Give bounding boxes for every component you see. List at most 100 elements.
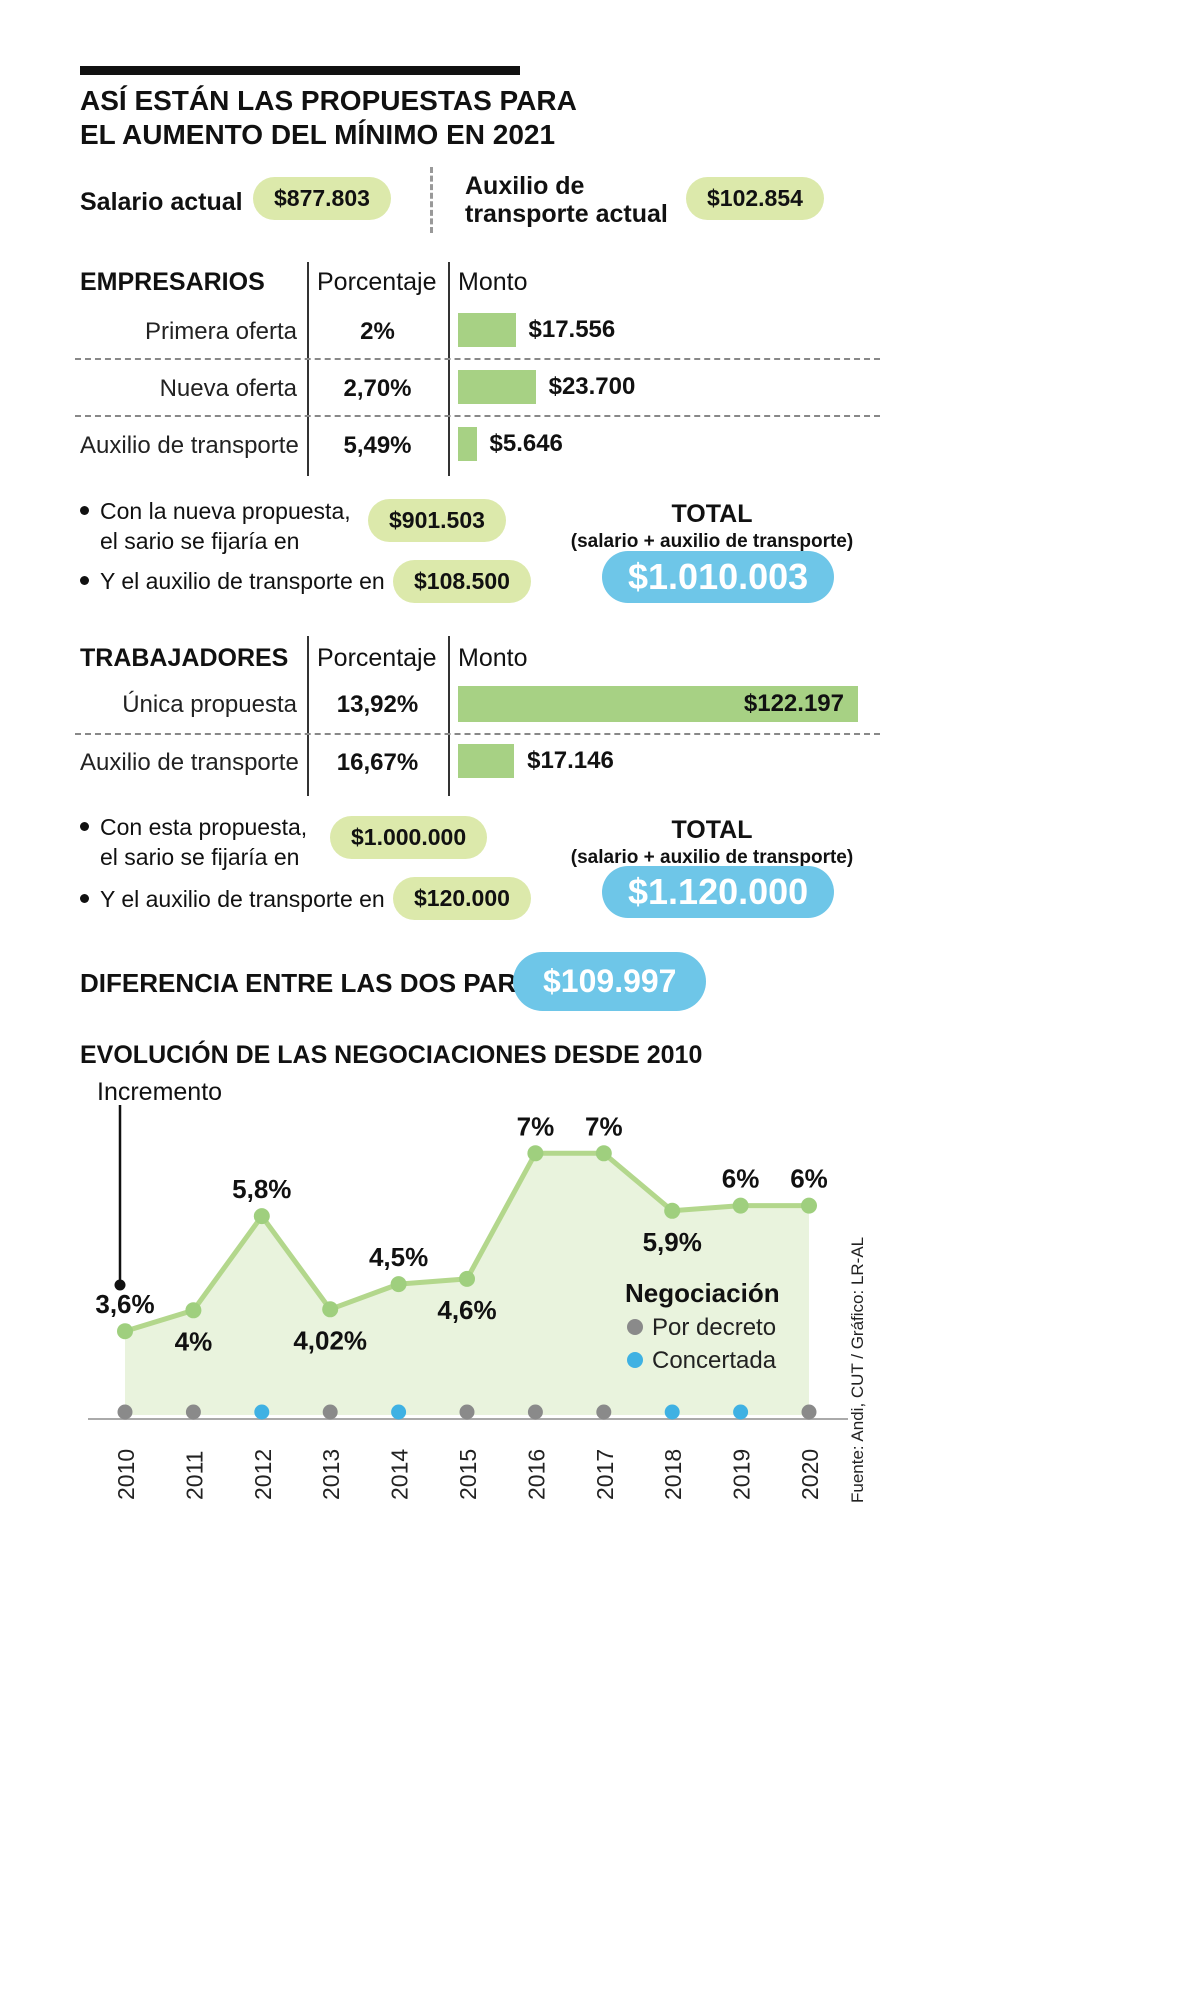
data-point-2016 bbox=[527, 1145, 544, 1162]
negotiation-type-dot-2015 bbox=[459, 1404, 475, 1420]
year-label: 2017 bbox=[592, 1449, 618, 1500]
table-row-pct: 13,92% bbox=[336, 691, 419, 718]
amount-bar: $122.197 bbox=[458, 686, 858, 722]
current-salary-value: $877.803 bbox=[253, 177, 391, 220]
trabajadores-new-transport-pill: $120.000 bbox=[393, 877, 531, 920]
table-row-label: Única propuesta bbox=[122, 691, 297, 718]
trabajadores-col-divider-2 bbox=[448, 636, 450, 796]
trabajadores-col-divider-1 bbox=[307, 636, 309, 796]
bullet-icon bbox=[80, 576, 89, 585]
year-label: 2013 bbox=[318, 1449, 344, 1500]
trabajadores-col-amount: Monto bbox=[458, 644, 528, 672]
empresarios-total-pill: $1.010.003 bbox=[602, 551, 835, 603]
chart-svg: 3,6% 4% 5,8% 4,02% 4,5% 4,6% 7% 7% 5,9% 6% 6% 2010 2… bbox=[88, 1105, 848, 1500]
bullet-icon bbox=[80, 506, 89, 515]
data-point-2020 bbox=[801, 1197, 817, 1214]
title-line-2: EL AUMENTO DEL MÍNIMO EN 2021 bbox=[80, 119, 556, 150]
legend-dot-decreto bbox=[627, 1319, 643, 1335]
negotiation-type-dot-2013 bbox=[322, 1404, 338, 1420]
empresarios-bullet-1: Con la nueva propuesta, el sario se fija… bbox=[80, 496, 360, 556]
current-transport-label: Auxilio de transporte actual bbox=[465, 172, 668, 228]
year-label: 2019 bbox=[729, 1449, 755, 1500]
table-row-pct: 2,70% bbox=[343, 375, 412, 402]
trabajadores-table-title: TRABAJADORES bbox=[80, 644, 289, 672]
point-label: 6% bbox=[790, 1164, 828, 1194]
empresarios-col-amount: Monto bbox=[458, 268, 528, 296]
empresarios-col-pct: Porcentaje bbox=[317, 268, 437, 296]
trabajadores-bullet-2: Y el auxilio de transporte en bbox=[80, 884, 400, 914]
point-label: 3,6% bbox=[95, 1289, 154, 1319]
point-label: 4,02% bbox=[293, 1325, 367, 1355]
trabajadores-bullet-1: Con esta propuesta, el sario se fijaría … bbox=[80, 812, 340, 872]
bullet-text-line: el sario se fijaría en bbox=[100, 528, 300, 554]
negotiation-type-dot-2016 bbox=[527, 1404, 543, 1420]
source-credit: Fuente: Andi, CUT / Gráfico: LR-AL bbox=[848, 1236, 867, 1503]
empresarios-col-divider-2 bbox=[448, 262, 450, 476]
negotiation-type-dot-2010 bbox=[117, 1404, 133, 1420]
table-row-label: Nueva oferta bbox=[159, 375, 297, 402]
data-point-2018 bbox=[664, 1202, 681, 1219]
current-transport-value: $102.854 bbox=[686, 177, 824, 220]
bullet-text-line: Con la nueva propuesta, bbox=[100, 498, 351, 524]
data-point-2014 bbox=[390, 1276, 407, 1293]
legend-label: Concertada bbox=[652, 1347, 777, 1374]
table-row-pct: 5,49% bbox=[343, 432, 412, 459]
negotiation-type-dot-2014 bbox=[391, 1404, 407, 1420]
point-label: 7% bbox=[517, 1111, 555, 1141]
table-row-amount-cell: $17.146 bbox=[458, 744, 614, 778]
difference-label: DIFERENCIA ENTRE LAS DOS PARTES bbox=[80, 968, 567, 998]
total-sublabel: (salario + auxilio de transporte) bbox=[570, 531, 854, 552]
chart-title: EVOLUCIÓN DE LAS NEGOCIACIONES DESDE 201… bbox=[80, 1041, 703, 1069]
amount-value: $17.556 bbox=[528, 316, 616, 343]
negotiation-type-dot-2018 bbox=[664, 1404, 680, 1420]
legend-title: Negociación bbox=[625, 1278, 780, 1308]
amount-value: $122.197 bbox=[743, 690, 844, 717]
bullet-text-line: el sario se fijaría en bbox=[100, 844, 300, 870]
negotiation-type-dot-2019 bbox=[733, 1404, 749, 1420]
empresarios-new-transport-pill: $108.500 bbox=[393, 560, 531, 603]
difference-value-pill: $109.997 bbox=[513, 952, 707, 1011]
current-divider bbox=[430, 167, 433, 233]
point-label: 4% bbox=[175, 1326, 213, 1356]
trabajadores-new-salary-pill: $1.000.000 bbox=[330, 816, 488, 859]
point-label: 5,9% bbox=[643, 1227, 702, 1257]
amount-value: $23.700 bbox=[548, 373, 636, 400]
table-row-label: Auxilio de transporte bbox=[80, 432, 299, 459]
total-label: TOTAL bbox=[671, 816, 753, 844]
empresarios-col-divider-1 bbox=[307, 262, 309, 476]
data-point-2019 bbox=[732, 1197, 749, 1214]
negotiation-type-dot-2012 bbox=[254, 1404, 270, 1420]
total-label: TOTAL bbox=[671, 500, 753, 528]
bullet-icon bbox=[80, 822, 89, 831]
year-label: 2016 bbox=[523, 1449, 549, 1500]
row-separator bbox=[75, 358, 880, 360]
amount-value: $17.146 bbox=[527, 747, 614, 774]
trabajadores-col-pct: Porcentaje bbox=[317, 644, 437, 672]
amount-bar bbox=[458, 427, 477, 461]
point-label: 6% bbox=[722, 1164, 760, 1194]
page-title: ASÍ ESTÁN LAS PROPUESTAS PARA EL AUMENTO… bbox=[80, 84, 577, 152]
chart-y-axis-label: Incremento bbox=[97, 1078, 223, 1106]
point-label: 4,6% bbox=[437, 1295, 496, 1325]
bullet-text-line: Con esta propuesta, bbox=[100, 814, 308, 840]
table-row-label: Primera oferta bbox=[144, 318, 297, 345]
year-label: 2011 bbox=[181, 1451, 207, 1500]
empresarios-new-salary-pill: $901.503 bbox=[368, 499, 506, 542]
bullet-icon bbox=[80, 894, 89, 903]
data-point-2017 bbox=[595, 1145, 612, 1162]
table-row-amount-cell: $5.646 bbox=[458, 427, 563, 461]
year-label: 2014 bbox=[387, 1449, 413, 1500]
total-sublabel: (salario + auxilio de transporte) bbox=[570, 847, 854, 868]
row-separator bbox=[75, 733, 880, 735]
year-label: 2018 bbox=[660, 1449, 686, 1500]
negotiation-type-dot-2017 bbox=[596, 1404, 612, 1420]
table-row-pct: 2% bbox=[360, 318, 395, 345]
amount-bar bbox=[458, 370, 536, 404]
table-row-amount-cell: $122.197 bbox=[458, 686, 858, 722]
year-label: 2012 bbox=[250, 1449, 276, 1500]
year-label: 2010 bbox=[113, 1449, 139, 1500]
data-point-2013 bbox=[322, 1301, 339, 1318]
negotiations-chart: 3,6% 4% 5,8% 4,02% 4,5% 4,6% 7% 7% 5,9% 6% 6% 2010 2… bbox=[80, 1090, 860, 1520]
legend-dot-concertada bbox=[627, 1352, 643, 1368]
amount-bar bbox=[458, 744, 515, 778]
